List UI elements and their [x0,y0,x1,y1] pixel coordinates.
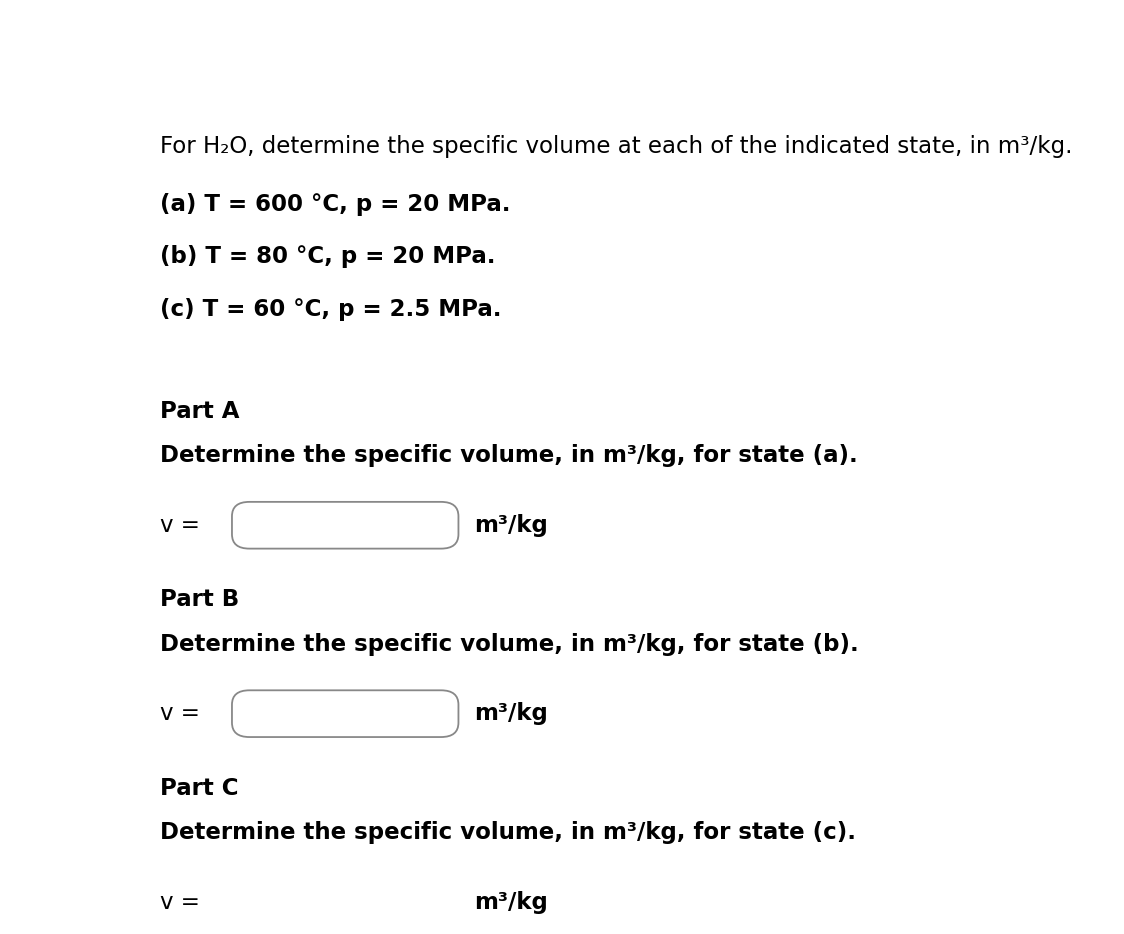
Text: Determine the specific volume, in m³/kg, for state (c).: Determine the specific volume, in m³/kg,… [160,821,855,844]
Text: v =: v = [160,702,200,725]
Text: Part A: Part A [160,400,239,423]
Text: v =: v = [160,514,200,537]
Text: For H₂O, determine the specific volume at each of the indicated state, in m³/kg.: For H₂O, determine the specific volume a… [160,135,1072,158]
Text: m³/kg: m³/kg [474,702,547,725]
Text: Determine the specific volume, in m³/kg, for state (b).: Determine the specific volume, in m³/kg,… [160,632,859,656]
FancyBboxPatch shape [232,879,459,926]
Text: (b) T = 80 °C, p = 20 MPa.: (b) T = 80 °C, p = 20 MPa. [160,245,496,268]
Text: Part C: Part C [160,776,238,800]
FancyBboxPatch shape [232,690,459,737]
Text: m³/kg: m³/kg [474,891,547,913]
Text: Part B: Part B [160,588,239,611]
Text: (a) T = 600 °C, p = 20 MPa.: (a) T = 600 °C, p = 20 MPa. [160,192,510,216]
Text: m³/kg: m³/kg [474,514,547,537]
FancyBboxPatch shape [232,502,459,548]
Text: v =: v = [160,891,200,913]
Text: Determine the specific volume, in m³/kg, for state (a).: Determine the specific volume, in m³/kg,… [160,445,858,467]
Text: (c) T = 60 °C, p = 2.5 MPa.: (c) T = 60 °C, p = 2.5 MPa. [160,298,501,320]
